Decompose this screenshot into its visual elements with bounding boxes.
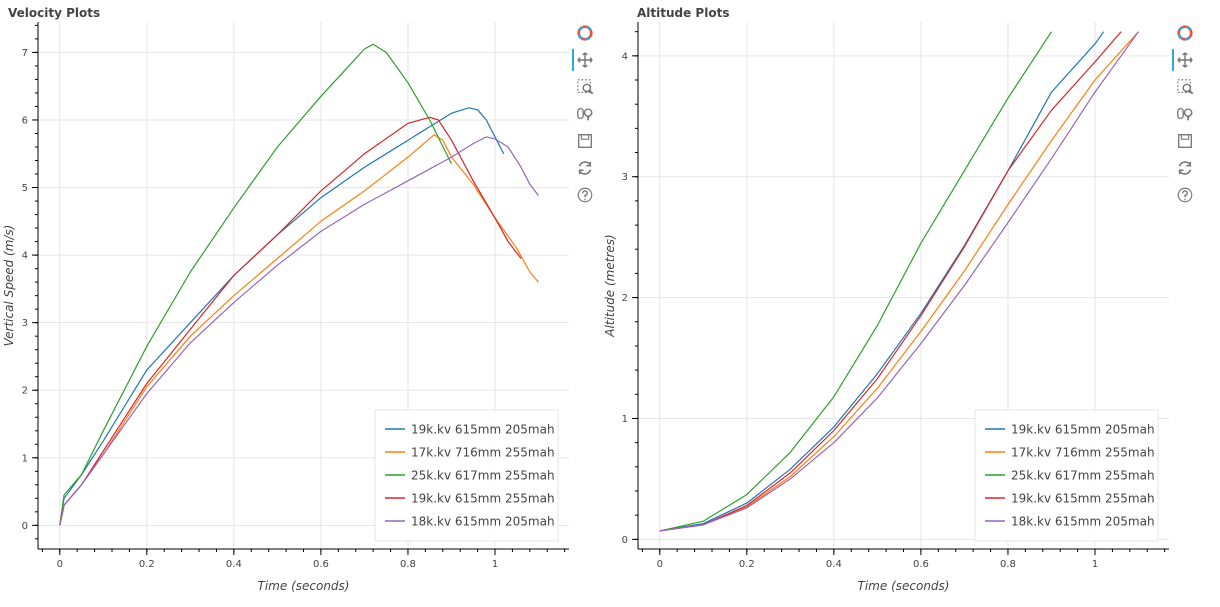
series-lines	[659, 31, 1139, 532]
legend-item-label: 19k.kv 615mm 255mah	[1011, 492, 1155, 506]
x-tick-label: 1	[492, 559, 498, 570]
legend-item-label: 17k.kv 716mm 255mah	[1011, 446, 1155, 460]
series-line-0	[659, 31, 1105, 532]
y-tick-label: 0	[622, 535, 628, 546]
box-zoom-icon[interactable]	[1174, 76, 1196, 98]
legend: 19k.kv 615mm 205mah 17k.kv 716mm 255mah 25…	[974, 409, 1159, 542]
y-tick-label: 4	[22, 251, 28, 262]
series-line-2	[659, 31, 1053, 532]
legend-box	[974, 409, 1159, 542]
legend: 19k.kv 615mm 205mah 17k.kv 716mm 255mah 25…	[374, 409, 559, 542]
x-tick-label: 0.2	[139, 559, 155, 570]
reset-icon[interactable]	[574, 157, 596, 179]
x-tick-label: 0	[657, 559, 663, 570]
y-tick-label: 0	[22, 521, 28, 532]
series-line-0	[59, 107, 505, 526]
legend-item-label: 19k.kv 615mm 205mah	[411, 423, 555, 437]
y-tick-label: 6	[22, 115, 28, 126]
y-tick-label: 2	[22, 386, 28, 397]
box-zoom-icon[interactable]	[574, 76, 596, 98]
bokeh-logo-icon[interactable]	[1174, 22, 1196, 44]
pan-icon[interactable]	[1172, 49, 1196, 71]
legend-item-label: 25k.kv 617mm 255mah	[411, 469, 555, 483]
pan-icon[interactable]	[572, 49, 596, 71]
grid	[38, 22, 569, 549]
legend-item-label: 17k.kv 716mm 255mah	[411, 446, 555, 460]
y-tick-label: 2	[622, 293, 628, 304]
x-tick-label: 0.4	[826, 559, 842, 570]
legend-item-label: 19k.kv 615mm 205mah	[1011, 423, 1155, 437]
velocity-chart-panel: Velocity Plots 0 0.2 0.4 0.6 0.8 1 0 1 2 3 4 5 6 7 Tim…	[0, 0, 600, 607]
help-icon[interactable]	[574, 184, 596, 206]
bokeh-logo-icon[interactable]	[574, 22, 596, 44]
x-tick-label: 0	[57, 559, 63, 570]
y-tick-label: 7	[22, 48, 28, 59]
y-axis-label: Vertical Speed (m/s)	[2, 225, 16, 347]
x-tick-label: 0.8	[400, 559, 416, 570]
series-line-3	[59, 116, 522, 526]
x-tick-label: 0.8	[1000, 559, 1016, 570]
legend-item-label: 25k.kv 617mm 255mah	[1011, 469, 1155, 483]
y-tick-label: 4	[622, 51, 628, 62]
legend-item-label: 19k.kv 615mm 255mah	[411, 492, 555, 506]
y-tick-label: 3	[22, 318, 28, 329]
x-axis-label: Time (seconds)	[258, 579, 350, 593]
save-icon[interactable]	[574, 130, 596, 152]
altitude-chart-title: Altitude Plots	[637, 6, 730, 20]
series-line-2	[59, 43, 453, 526]
legend-item-label: 18k.kv 615mm 205mah	[1011, 515, 1155, 529]
x-axis-label: Time (seconds)	[858, 579, 950, 593]
y-axis-label: Altitude (metres)	[603, 234, 617, 337]
velocity-toolbar	[570, 22, 596, 211]
legend-box	[374, 409, 559, 542]
altitude-toolbar	[1170, 22, 1196, 211]
save-icon[interactable]	[1174, 130, 1196, 152]
series-lines	[59, 43, 539, 526]
reset-icon[interactable]	[1174, 157, 1196, 179]
y-tick-label: 5	[22, 183, 28, 194]
y-tick-label: 3	[622, 172, 628, 183]
velocity-chart-title: Velocity Plots	[8, 6, 101, 20]
x-tick-label: 0.4	[226, 559, 242, 570]
help-icon[interactable]	[1174, 184, 1196, 206]
altitude-chart-panel: Altitude Plots 0 0.2 0.4 0.6 0.8 1 0 1 2 3 4 Time (…	[600, 0, 1220, 607]
wheel-zoom-icon[interactable]	[1174, 103, 1196, 125]
y-tick-label: 1	[22, 453, 28, 464]
series-line-4	[59, 136, 539, 526]
x-tick-label: 0.2	[739, 559, 755, 570]
x-tick-label: 1	[1092, 559, 1098, 570]
velocity-chart[interactable]: 0 0.2 0.4 0.6 0.8 1 0 1 2 3 4 5 6 7 Time (seconds) Vert…	[0, 0, 600, 607]
y-tick-label: 1	[622, 414, 628, 425]
series-line-1	[659, 31, 1139, 532]
series-line-3	[659, 31, 1122, 532]
wheel-zoom-icon[interactable]	[574, 103, 596, 125]
x-tick-label: 0.6	[913, 559, 929, 570]
legend-item-label: 18k.kv 615mm 205mah	[411, 515, 555, 529]
x-tick-label: 0.6	[313, 559, 329, 570]
series-line-4	[659, 31, 1139, 532]
